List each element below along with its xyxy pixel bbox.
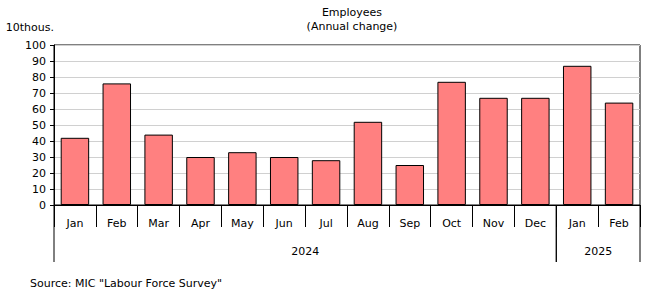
- svg-text:80: 80: [32, 71, 46, 84]
- svg-text:Jul: Jul: [318, 217, 332, 230]
- svg-text:30: 30: [32, 151, 46, 164]
- svg-text:2025: 2025: [584, 245, 612, 258]
- svg-text:10: 10: [32, 183, 46, 196]
- svg-text:Aug: Aug: [357, 217, 378, 230]
- svg-text:100: 100: [25, 39, 46, 52]
- svg-text:60: 60: [32, 103, 46, 116]
- svg-text:Jun: Jun: [275, 217, 293, 230]
- svg-text:Dec: Dec: [525, 217, 546, 230]
- svg-text:Oct: Oct: [442, 217, 462, 230]
- svg-text:Sep: Sep: [399, 217, 420, 230]
- svg-text:Apr: Apr: [191, 217, 211, 230]
- svg-text:Source: MIC "Labour Force Surv: Source: MIC "Labour Force Survey": [30, 277, 222, 290]
- svg-text:Jan: Jan: [568, 217, 586, 230]
- svg-text:(Annual change): (Annual change): [307, 20, 398, 33]
- svg-text:50: 50: [32, 119, 46, 132]
- svg-text:Nov: Nov: [483, 217, 505, 230]
- svg-text:Mar: Mar: [148, 217, 169, 230]
- svg-text:Jan: Jan: [65, 217, 83, 230]
- svg-text:May: May: [231, 217, 254, 230]
- svg-text:Feb: Feb: [107, 217, 126, 230]
- svg-text:20: 20: [32, 167, 46, 180]
- svg-text:90: 90: [32, 55, 46, 68]
- svg-text:70: 70: [32, 87, 46, 100]
- svg-text:Feb: Feb: [609, 217, 628, 230]
- svg-text:2024: 2024: [291, 245, 319, 258]
- svg-text:0: 0: [39, 199, 46, 212]
- svg-text:40: 40: [32, 135, 46, 148]
- svg-text:10thous.: 10thous.: [6, 21, 54, 34]
- svg-text:Employees: Employees: [322, 6, 382, 19]
